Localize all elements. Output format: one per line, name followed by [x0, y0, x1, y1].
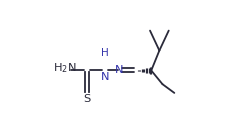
- Text: H$_2$N: H$_2$N: [53, 61, 76, 75]
- Text: H: H: [101, 48, 109, 58]
- Text: N: N: [115, 66, 124, 75]
- Text: S: S: [84, 94, 91, 104]
- Text: N: N: [101, 72, 110, 82]
